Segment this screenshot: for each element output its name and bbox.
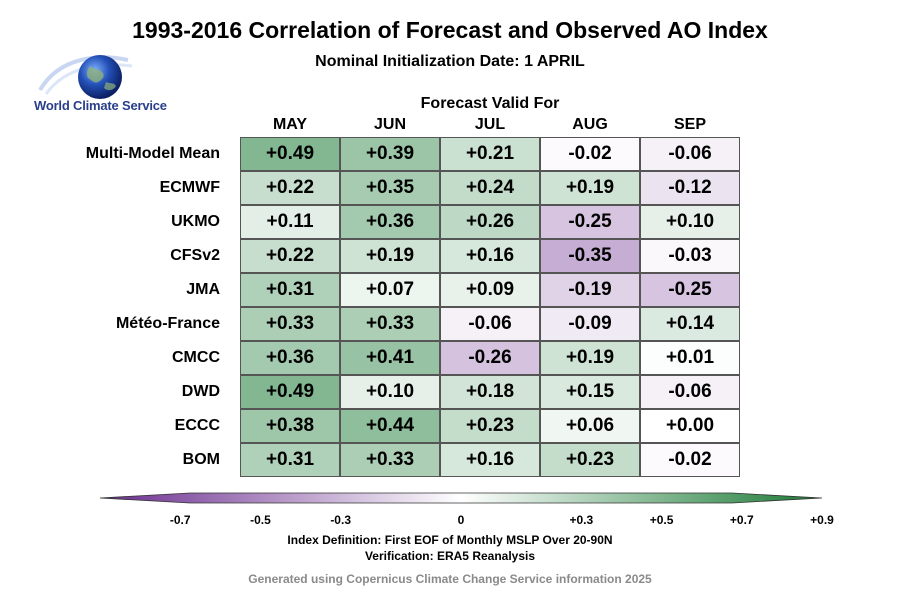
heatmap-cell: +0.07: [340, 273, 440, 307]
heatmap-cell: +0.21: [440, 137, 540, 171]
logo: World Climate Service: [32, 52, 192, 120]
heatmap-cell: -0.25: [540, 205, 640, 239]
colorbar-tick-label: -0.5: [250, 513, 271, 527]
row-label: ECCC: [174, 417, 220, 434]
heatmap-cell: -0.19: [540, 273, 640, 307]
column-header-jul: JUL: [474, 116, 506, 133]
colorbar-tick-label: -0.3: [330, 513, 351, 527]
row-label: UKMO: [171, 213, 220, 230]
footer-credit: Generated using Copernicus Climate Chang…: [248, 572, 652, 586]
heatmap-cell: -0.25: [640, 273, 740, 307]
heatmap-cell: +0.06: [540, 409, 640, 443]
heatmap-cell: +0.26: [440, 205, 540, 239]
heatmap-cell: -0.09: [540, 307, 640, 341]
heatmap-cell: +0.22: [240, 239, 340, 273]
heatmap-cell: +0.10: [640, 205, 740, 239]
heatmap-cell: +0.14: [640, 307, 740, 341]
heatmap-cell: +0.39: [340, 137, 440, 171]
chart-title: 1993-2016 Correlation of Forecast and Ob…: [132, 17, 768, 43]
heatmap-cell: +0.36: [240, 341, 340, 375]
heatmap-cell: +0.33: [240, 307, 340, 341]
logo-text: World Climate Service: [34, 98, 167, 113]
heatmap-cell: +0.15: [540, 375, 640, 409]
heatmap-cell: +0.10: [340, 375, 440, 409]
row-label: DWD: [181, 383, 220, 400]
heatmap-cell: +0.33: [340, 307, 440, 341]
heatmap-cell: +0.31: [240, 443, 340, 477]
heatmap-cell: +0.33: [340, 443, 440, 477]
heatmap-cell: +0.11: [240, 205, 340, 239]
colorbar-tick-label: +0.9: [810, 513, 834, 527]
heatmap-cell: +0.19: [340, 239, 440, 273]
colorbar-tick-label: +0.7: [730, 513, 754, 527]
row-label: JMA: [186, 281, 220, 298]
row-label: ECMWF: [159, 179, 220, 196]
heatmap-cell: +0.19: [540, 341, 640, 375]
heatmap-cell: +0.41: [340, 341, 440, 375]
heatmap-cell: -0.02: [640, 443, 740, 477]
row-label: Multi-Model Mean: [85, 145, 220, 162]
heatmap-cell: +0.01: [640, 341, 740, 375]
heatmap-cell: -0.35: [540, 239, 640, 273]
heatmap-cell: -0.12: [640, 171, 740, 205]
row-label: CMCC: [172, 349, 220, 366]
heatmap-cell: +0.49: [240, 375, 340, 409]
heatmap-cell: +0.22: [240, 171, 340, 205]
heatmap-cell: +0.09: [440, 273, 540, 307]
heatmap-cell: +0.19: [540, 171, 640, 205]
column-header-aug: AUG: [572, 116, 608, 133]
heatmap-cell: -0.06: [640, 137, 740, 171]
chart-subtitle: Nominal Initialization Date: 1 APRIL: [315, 53, 585, 70]
heatmap-cell: +0.18: [440, 375, 540, 409]
heatmap-cell: +0.16: [440, 443, 540, 477]
colorbar-tick-label: -0.7: [170, 513, 191, 527]
column-header-sep: SEP: [673, 116, 706, 133]
heatmap-cell: -0.02: [540, 137, 640, 171]
heatmap-cell: +0.00: [640, 409, 740, 443]
heatmap-cell: -0.03: [640, 239, 740, 273]
heatmap-cell: +0.31: [240, 273, 340, 307]
heatmap-cell: +0.35: [340, 171, 440, 205]
heatmap-cell: +0.44: [340, 409, 440, 443]
heatmap-cell: -0.06: [440, 307, 540, 341]
colorbar-tick-label: +0.3: [569, 513, 593, 527]
heatmap-cell: +0.23: [440, 409, 540, 443]
colorbar: -0.7 -0.5 -0.3 0 +0.3 +0.5 +0.7 +0.9: [99, 492, 834, 527]
heatmap-cell: +0.16: [440, 239, 540, 273]
column-header-jun: JUN: [373, 116, 406, 133]
heatmap-cell: +0.49: [240, 137, 340, 171]
heatmap-cell: +0.23: [540, 443, 640, 477]
forecast-valid-label: Forecast Valid For: [420, 95, 560, 112]
heatmap-cell: +0.24: [440, 171, 540, 205]
row-label: CFSv2: [170, 247, 220, 264]
colorbar-tick-label: 0: [458, 513, 465, 527]
heatmap-cell: +0.38: [240, 409, 340, 443]
row-label: Météo-France: [115, 315, 220, 332]
heatmap-cell: -0.26: [440, 341, 540, 375]
row-label: BOM: [182, 451, 220, 468]
verification-note: Verification: ERA5 Reanalysis: [364, 549, 536, 563]
column-header-may: MAY: [272, 116, 308, 133]
index-definition: Index Definition: First EOF of Monthly M…: [287, 533, 613, 547]
globe-icon: [38, 55, 133, 99]
heatmap-cell: +0.36: [340, 205, 440, 239]
heatmap-cell: -0.06: [640, 375, 740, 409]
colorbar-tick-label: +0.5: [650, 513, 674, 527]
colorbar-gradient: [99, 492, 823, 504]
